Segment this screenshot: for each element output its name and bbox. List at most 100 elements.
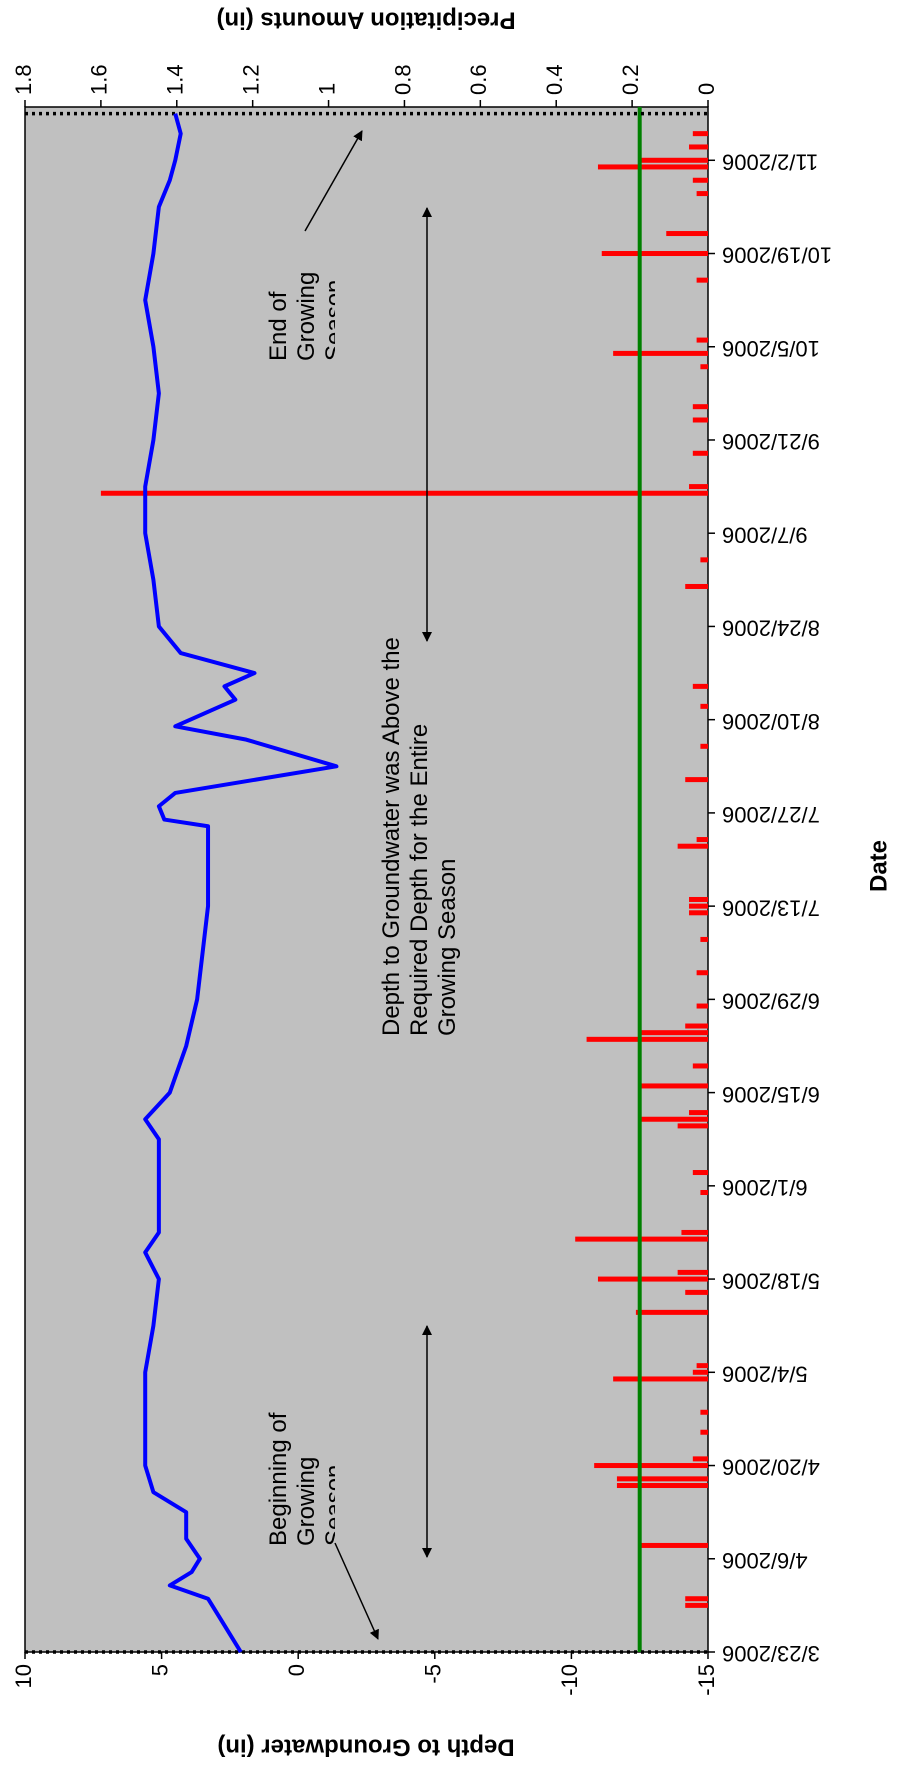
precipitation-bar bbox=[639, 157, 709, 163]
pointer-arrow bbox=[334, 1542, 379, 1640]
annotation: End of Growing Season bbox=[265, 271, 335, 361]
annotation: Depth to Groundwater was Above the Requi… bbox=[378, 637, 461, 1036]
x-tick-label: 6/1/2006 bbox=[722, 1175, 808, 1200]
precipitation-bar bbox=[639, 1083, 709, 1089]
x-tick-label: 5/4/2006 bbox=[722, 1361, 808, 1386]
precipitation-bar bbox=[616, 1483, 709, 1489]
y2-tick-label: 0.8 bbox=[390, 64, 415, 95]
y2-tick-label: 0.4 bbox=[542, 64, 567, 95]
y-tick-label: 5 bbox=[147, 1664, 172, 1676]
precipitation-bar bbox=[597, 1276, 709, 1282]
precipitation-bar bbox=[594, 1463, 709, 1469]
x-tick-label: 5/18/2006 bbox=[722, 1268, 820, 1293]
precipitation-bar bbox=[685, 1596, 709, 1602]
y2-tick-label: 1.6 bbox=[87, 64, 112, 95]
y-tick-label: -5 bbox=[421, 1664, 446, 1684]
precipitation-bar bbox=[666, 231, 708, 237]
x-tick-label: 9/21/2006 bbox=[722, 429, 820, 454]
annotation-text: Depth to Groundwater was Above the Requi… bbox=[378, 637, 461, 1036]
precipitation-bar bbox=[692, 404, 708, 410]
precipitation-bar bbox=[689, 896, 708, 902]
precipitation-bar bbox=[689, 1110, 708, 1116]
y2-axis-title: Precipitation Amounts (in) bbox=[216, 7, 515, 34]
precipitation-bar bbox=[586, 1036, 708, 1042]
precipitation-bar bbox=[696, 837, 708, 843]
precipitation-bar bbox=[700, 557, 709, 563]
precipitation-bar bbox=[692, 131, 708, 137]
x-axis-title: Date bbox=[865, 840, 892, 892]
precipitation-bar bbox=[639, 1542, 709, 1548]
precipitation-bar bbox=[685, 777, 709, 783]
precipitation-bar bbox=[692, 177, 708, 183]
y-tick-label: -10 bbox=[557, 1664, 582, 1696]
y-tick-label: -15 bbox=[694, 1664, 719, 1696]
x-tick-label: 11/2/2006 bbox=[722, 149, 818, 174]
precipitation-bar bbox=[689, 903, 708, 909]
x-tick-label: 4/6/2006 bbox=[722, 1548, 808, 1573]
y2-tick-label: 1.4 bbox=[163, 64, 188, 95]
x-tick-label: 10/5/2006 bbox=[722, 336, 820, 361]
precipitation-bar bbox=[700, 1189, 709, 1195]
precipitation-bar bbox=[692, 450, 708, 456]
precipitation-bar bbox=[700, 364, 709, 370]
x-tick-label: 8/24/2006 bbox=[722, 616, 820, 641]
y-tick-label: 10 bbox=[11, 1664, 36, 1688]
pointer-arrow bbox=[304, 130, 363, 232]
x-tick-label: 6/15/2006 bbox=[722, 1082, 820, 1107]
y-tick-label: 0 bbox=[284, 1664, 309, 1676]
precipitation-bar bbox=[613, 1376, 709, 1382]
y-axis-title: Depth to Groundwater (in) bbox=[217, 1734, 514, 1761]
precipitation-bar bbox=[685, 583, 709, 589]
precipitation-bar bbox=[689, 144, 708, 150]
y2-tick-label: 0 bbox=[694, 83, 719, 95]
precipitation-bar bbox=[689, 484, 708, 490]
x-tick-label: 7/13/2006 bbox=[722, 895, 820, 920]
x-tick-label: 4/20/2006 bbox=[722, 1455, 820, 1480]
precipitation-bar bbox=[696, 191, 708, 197]
precipitation-bar bbox=[692, 1170, 708, 1176]
precipitation-bar bbox=[696, 1003, 708, 1009]
precipitation-bar bbox=[639, 1030, 709, 1036]
precipitation-bar bbox=[692, 683, 708, 689]
y2-tick-label: 1 bbox=[314, 83, 339, 95]
precipitation-bar bbox=[700, 743, 709, 749]
annotation-text: End of Growing Season bbox=[265, 271, 335, 361]
precipitation-bar bbox=[700, 936, 709, 942]
x-tick-label: 3/23/2006 bbox=[722, 1641, 820, 1666]
precipitation-bar bbox=[100, 490, 708, 496]
x-tick-label: 8/10/2006 bbox=[722, 709, 820, 734]
precipitation-bar bbox=[685, 1023, 709, 1029]
plot-area bbox=[24, 106, 709, 1653]
precipitation-bar bbox=[700, 1429, 709, 1435]
precipitation-bar bbox=[700, 1409, 709, 1415]
precipitation-bar bbox=[677, 1269, 709, 1275]
precipitation-bar bbox=[696, 970, 708, 976]
x-tick-label: 6/29/2006 bbox=[722, 989, 820, 1014]
precipitation-bar bbox=[696, 1363, 708, 1369]
precipitation-bar bbox=[677, 1123, 709, 1129]
precipitation-bar bbox=[685, 1602, 709, 1608]
precipitation-bar bbox=[696, 277, 708, 283]
x-tick-label: 10/19/2006 bbox=[722, 243, 832, 268]
precipitation-bar bbox=[689, 910, 708, 916]
y2-tick-label: 1.8 bbox=[11, 64, 36, 95]
precipitation-bar bbox=[681, 1229, 709, 1235]
precipitation-bar bbox=[677, 843, 709, 849]
precipitation-bar bbox=[613, 350, 709, 356]
precipitation-bar bbox=[696, 337, 708, 343]
groundwater-line bbox=[143, 113, 339, 1654]
precipitation-bar bbox=[597, 164, 709, 170]
precipitation-bar bbox=[692, 417, 708, 423]
precipitation-bar bbox=[700, 703, 709, 709]
x-tick-label: 7/27/2006 bbox=[722, 802, 820, 827]
y2-tick-label: 1.2 bbox=[238, 64, 263, 95]
precipitation-bar bbox=[692, 1369, 708, 1375]
precipitation-bar bbox=[635, 1309, 709, 1315]
precipitation-bar bbox=[616, 1476, 709, 1482]
x-tick-label: 9/7/2006 bbox=[722, 522, 808, 547]
precipitation-bar bbox=[601, 251, 708, 257]
annotation: Beginning of Growing Season bbox=[265, 1412, 335, 1546]
annotation-text: Beginning of Growing Season bbox=[265, 1412, 335, 1546]
